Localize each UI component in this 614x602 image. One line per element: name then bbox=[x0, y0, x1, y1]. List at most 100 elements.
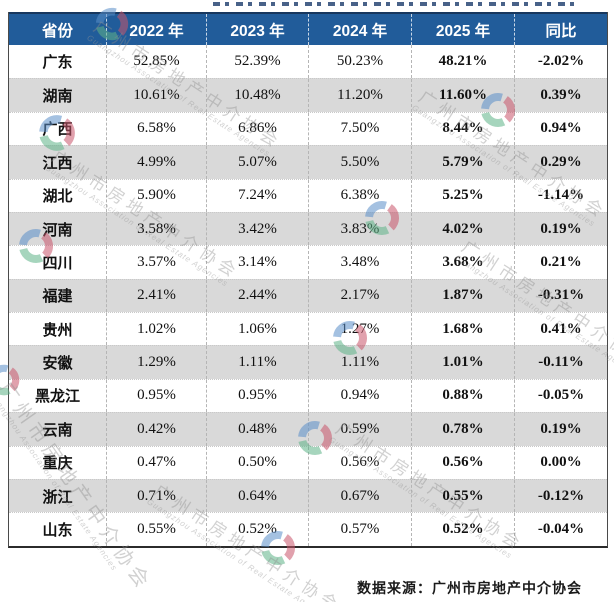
value-cell: 0.19% bbox=[514, 413, 607, 446]
value-cell: -0.04% bbox=[514, 513, 607, 546]
table-row: 安徽 1.29% 1.11% 1.11% 1.01% -0.11% bbox=[9, 345, 607, 379]
value-cell: 0.71% bbox=[106, 479, 206, 513]
value-cell: 2.41% bbox=[106, 279, 206, 312]
value-cell: 0.42% bbox=[106, 413, 206, 446]
table-row: 云南 0.42% 0.48% 0.59% 0.78% 0.19% bbox=[9, 412, 607, 446]
value-cell: 11.60% bbox=[411, 79, 514, 112]
value-cell: 0.95% bbox=[106, 379, 206, 413]
table-header: 省份 2022 年 2023 年 2024 年 2025 年同比 bbox=[9, 12, 607, 45]
value-cell: 0.94% bbox=[308, 379, 411, 413]
value-cell: 0.59% bbox=[308, 413, 411, 446]
value-cell: 1.29% bbox=[106, 346, 206, 379]
value-cell: 3.57% bbox=[106, 246, 206, 279]
province-cell: 黑龙江 bbox=[34, 388, 80, 406]
table-row: 河南 3.58% 3.42% 3.83% 4.02% 0.19% bbox=[9, 211, 607, 246]
table-row: 山东 0.55% 0.52% 0.57% 0.52% -0.04% bbox=[9, 512, 607, 546]
column-header: 同比 bbox=[514, 14, 607, 45]
value-cell: 5.90% bbox=[106, 179, 206, 212]
table-row: 广东 52.85% 52.39% 50.23% 48.21% -2.02% bbox=[9, 45, 607, 79]
value-cell: 3.68% bbox=[411, 246, 514, 279]
value-cell: 3.14% bbox=[206, 246, 308, 279]
value-cell: 52.39% bbox=[206, 45, 308, 79]
value-cell: 0.00% bbox=[514, 446, 607, 479]
value-cell: 10.48% bbox=[206, 79, 308, 112]
value-cell: 0.21% bbox=[514, 246, 607, 279]
value-cell: 0.19% bbox=[514, 212, 607, 246]
clipped-title-fragments bbox=[213, 2, 581, 6]
province-cell: 山东 bbox=[42, 521, 73, 539]
value-cell: 1.87% bbox=[411, 279, 514, 312]
province-cell: 重庆 bbox=[42, 455, 73, 473]
table-body: 广东 52.85% 52.39% 50.23% 48.21% -2.02% 湖南 10.61%… bbox=[9, 45, 607, 546]
table-row: 浙江 0.71% 0.64% 0.67% 0.55% -0.12% bbox=[9, 478, 607, 513]
province-cell: 江西 bbox=[42, 154, 73, 172]
value-cell: 0.48% bbox=[206, 413, 308, 446]
value-cell: 1.68% bbox=[411, 313, 514, 346]
province-cell: 贵州 bbox=[42, 321, 73, 339]
value-cell: 2.44% bbox=[206, 279, 308, 312]
value-cell: 1.01% bbox=[411, 346, 514, 379]
value-cell: -0.11% bbox=[514, 346, 607, 379]
value-cell: 0.50% bbox=[206, 446, 308, 479]
value-cell: 0.67% bbox=[308, 479, 411, 513]
table-row: 黑龙江 0.95% 0.95% 0.94% 0.88% -0.05% bbox=[9, 378, 607, 413]
value-cell: 5.07% bbox=[206, 146, 308, 179]
value-cell: 0.56% bbox=[308, 446, 411, 479]
column-header: 省份 bbox=[41, 22, 73, 40]
column-header: 2022 年 bbox=[106, 14, 206, 45]
value-cell: 0.55% bbox=[106, 513, 206, 546]
value-cell: 11.20% bbox=[308, 79, 411, 112]
value-cell: 6.58% bbox=[106, 112, 206, 146]
value-cell: 0.29% bbox=[514, 146, 607, 179]
value-cell: 0.41% bbox=[514, 313, 607, 346]
province-cell: 云南 bbox=[42, 421, 73, 439]
value-cell: 2.17% bbox=[308, 279, 411, 312]
table-row: 福建 2.41% 2.44% 2.17% 1.87% -0.31% bbox=[9, 278, 607, 312]
province-cell: 四川 bbox=[42, 254, 73, 272]
data-source-note: 数据来源：广州市房地产中介协会 bbox=[357, 580, 582, 596]
value-cell: 1.27% bbox=[308, 313, 411, 346]
value-cell: 0.94% bbox=[514, 112, 607, 146]
value-cell: 4.99% bbox=[106, 146, 206, 179]
value-cell: 7.50% bbox=[308, 112, 411, 146]
value-cell: 48.21% bbox=[411, 45, 514, 79]
value-cell: 5.79% bbox=[411, 146, 514, 179]
province-share-table: 省份 2022 年 2023 年 2024 年 2025 年同比 广东 52.85% 52.… bbox=[8, 12, 608, 548]
column-header: 2025 年 bbox=[411, 14, 514, 45]
table-row: 湖南 10.61% 10.48% 11.20% 11.60% 0.39% bbox=[9, 78, 607, 112]
province-cell: 湖北 bbox=[42, 188, 73, 206]
value-cell: 0.95% bbox=[206, 379, 308, 413]
value-cell: 0.52% bbox=[206, 513, 308, 546]
value-cell: -1.14% bbox=[514, 179, 607, 212]
value-cell: 3.58% bbox=[106, 212, 206, 246]
value-cell: -0.05% bbox=[514, 379, 607, 413]
value-cell: 0.52% bbox=[411, 513, 514, 546]
column-header: 2023 年 bbox=[206, 14, 308, 45]
province-cell: 安徽 bbox=[42, 355, 73, 373]
value-cell: 4.02% bbox=[411, 212, 514, 246]
table-row: 湖北 5.90% 7.24% 6.38% 5.25% -1.14% bbox=[9, 178, 607, 212]
value-cell: 1.06% bbox=[206, 313, 308, 346]
value-cell: -0.31% bbox=[514, 279, 607, 312]
value-cell: 0.56% bbox=[411, 446, 514, 479]
value-cell: 10.61% bbox=[106, 79, 206, 112]
value-cell: 8.44% bbox=[411, 112, 514, 146]
province-cell: 浙江 bbox=[42, 488, 73, 506]
value-cell: 3.42% bbox=[206, 212, 308, 246]
province-cell: 广东 bbox=[42, 54, 73, 72]
value-cell: 0.55% bbox=[411, 479, 514, 513]
value-cell: 0.39% bbox=[514, 79, 607, 112]
province-cell: 河南 bbox=[42, 221, 73, 239]
value-cell: 0.57% bbox=[308, 513, 411, 546]
value-cell: 1.11% bbox=[308, 346, 411, 379]
province-cell: 福建 bbox=[42, 288, 73, 306]
value-cell: -0.12% bbox=[514, 479, 607, 513]
value-cell: 3.83% bbox=[308, 212, 411, 246]
value-cell: 0.47% bbox=[106, 446, 206, 479]
table-row: 广西 6.58% 6.86% 7.50% 8.44% 0.94% bbox=[9, 111, 607, 146]
value-cell: 6.38% bbox=[308, 179, 411, 212]
value-cell: 50.23% bbox=[308, 45, 411, 79]
value-cell: 0.64% bbox=[206, 479, 308, 513]
value-cell: 1.02% bbox=[106, 313, 206, 346]
